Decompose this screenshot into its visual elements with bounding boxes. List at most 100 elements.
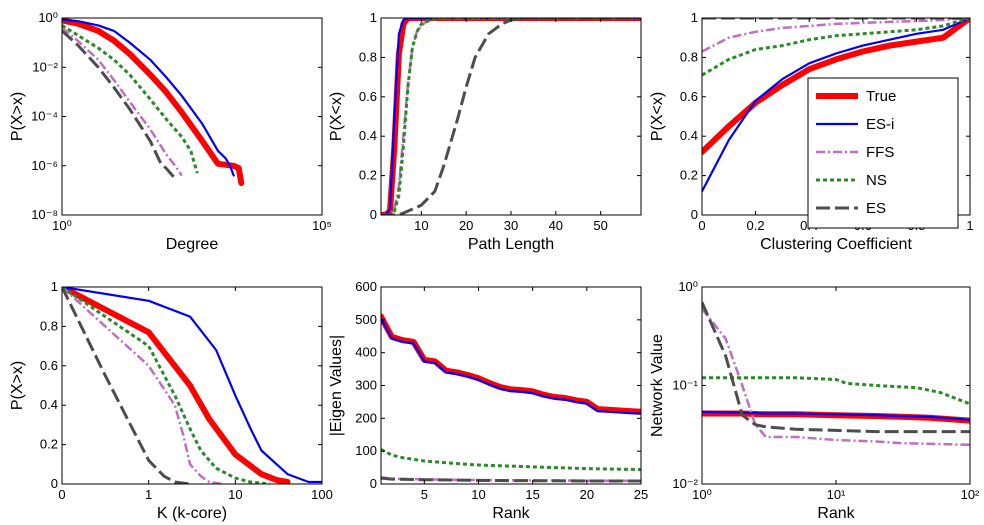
- y-tick-label: 0.4: [359, 128, 377, 143]
- legend-label: True: [866, 88, 896, 105]
- subplot-4: 0 1 10 100 0 0.2 0.4 0.6 0.8 1 K (k-core) P(X>x): [9, 279, 333, 522]
- y-axis-label: |Eigen Values|: [328, 335, 345, 436]
- y-tick-label: 10⁻¹: [672, 378, 698, 393]
- series-line-true: [62, 287, 288, 482]
- y-tick-label: 600: [355, 279, 377, 294]
- x-tick-label: 40: [549, 218, 563, 233]
- x-tick-label: 10⁵: [312, 218, 332, 233]
- y-tick-label: 400: [355, 345, 377, 360]
- y-tick-label: 1: [370, 10, 377, 25]
- y-tick-label: 10⁰: [678, 279, 698, 294]
- x-tick-label: 10: [471, 487, 485, 502]
- plot-area: [702, 302, 970, 445]
- x-tick-label: 100: [311, 487, 333, 502]
- y-axis-label: P(X<x): [328, 92, 345, 141]
- y-axis-label: P(X>x): [9, 361, 26, 410]
- y-tick-label: 0.4: [40, 397, 58, 412]
- plot-area: [62, 287, 322, 484]
- y-tick-label: 10⁻²: [672, 476, 698, 491]
- y-tick-label: 10⁻²: [32, 59, 58, 74]
- y-tick-label: 1: [691, 10, 698, 25]
- y-tick-label: 10⁻⁸: [31, 207, 58, 222]
- x-axis-label: Degree: [166, 236, 219, 253]
- y-tick-label: 10⁻⁶: [31, 158, 58, 173]
- subplot-2: 10 20 30 40 50 0 0.2 0.4 0.6 0.8 1 Path Length P(X<x…: [328, 10, 641, 253]
- y-axis-label: P(X>x): [9, 92, 26, 141]
- y-tick-label: 500: [355, 312, 377, 327]
- y-tick-label: 100: [355, 443, 377, 458]
- x-tick-label: 25: [634, 487, 648, 502]
- plot-area: [381, 18, 641, 215]
- x-axis-label: Rank: [817, 505, 855, 522]
- y-tick-label: 10⁰: [38, 10, 58, 25]
- x-axis-label: Clustering Coefficient: [760, 236, 912, 253]
- series-line-es: [381, 478, 641, 481]
- series-line-true: [381, 18, 641, 215]
- y-tick-label: 0.4: [680, 128, 698, 143]
- series-line-ffs: [381, 18, 641, 215]
- series-line-es: [381, 18, 641, 215]
- series-line-ns: [702, 378, 970, 404]
- x-tick-label: 1: [145, 487, 152, 502]
- series-line-ns: [702, 18, 970, 75]
- axes-frame: [381, 287, 641, 484]
- series-line-ns: [381, 18, 641, 215]
- y-tick-label: 300: [355, 378, 377, 393]
- x-tick-label: 0: [58, 487, 65, 502]
- x-axis-label: Rank: [492, 505, 530, 522]
- y-tick-label: 0.8: [359, 49, 377, 64]
- subplot-6: 10⁰ 10¹ 10² 10⁰ 10⁻¹ 10⁻² Rank Network Value: [649, 279, 980, 522]
- legend-label: ES-i: [866, 116, 894, 133]
- y-tick-label: 0.6: [680, 89, 698, 104]
- series-line-ns: [381, 450, 641, 470]
- x-axis-label: K (k-core): [157, 505, 227, 522]
- series-line-ffs: [62, 287, 222, 484]
- x-tick-label: 30: [504, 218, 518, 233]
- y-tick-label: 1: [51, 279, 58, 294]
- y-axis-label: Network Value: [649, 334, 666, 437]
- y-tick-label: 0.8: [680, 49, 698, 64]
- legend-label: ES: [866, 200, 886, 217]
- series-line-ns: [62, 25, 197, 173]
- x-tick-label: 0: [698, 218, 705, 233]
- y-tick-label: 0: [691, 207, 698, 222]
- plot-area: [381, 317, 641, 481]
- x-tick-label: 50: [593, 218, 607, 233]
- y-tick-label: 0.6: [40, 358, 58, 373]
- x-tick-label: 0.2: [747, 218, 765, 233]
- y-tick-label: 0.8: [40, 318, 58, 333]
- x-tick-label: 10¹: [827, 487, 846, 502]
- x-tick-label: 1: [966, 218, 973, 233]
- y-tick-label: 0.2: [680, 168, 698, 183]
- y-tick-label: 10⁻⁴: [31, 109, 58, 124]
- y-tick-label: 200: [355, 410, 377, 425]
- series-line-es-i: [381, 18, 641, 215]
- x-tick-label: 10²: [961, 487, 980, 502]
- x-axis-label: Path Length: [468, 236, 554, 253]
- x-tick-label: 20: [580, 487, 594, 502]
- subplot-1: 10⁰ 10⁵ 10⁰ 10⁻² 10⁻⁴ 10⁻⁶ 10⁻⁸ Degree P(X>x): [9, 10, 332, 253]
- y-tick-label: 0: [370, 476, 377, 491]
- subplot-5: 5 10 15 20 25 0 100 200 300 400 500 600 Rank |Eigen V…: [328, 279, 648, 522]
- series-line-es-i: [381, 318, 641, 414]
- x-tick-label: 5: [421, 487, 428, 502]
- x-tick-label: 10: [228, 487, 242, 502]
- y-axis-label: P(X<x): [649, 92, 666, 141]
- axes-frame: [381, 18, 641, 215]
- y-tick-label: 0.2: [40, 437, 58, 452]
- y-tick-label: 0.6: [359, 89, 377, 104]
- series-line-true: [381, 317, 641, 412]
- series-line-ffs: [702, 309, 970, 445]
- y-tick-label: 0: [51, 476, 58, 491]
- x-tick-label: 10: [414, 218, 428, 233]
- plot-area: [62, 20, 241, 183]
- legend-label: NS: [866, 172, 887, 189]
- y-tick-label: 0.2: [359, 168, 377, 183]
- x-tick-label: 20: [459, 218, 473, 233]
- legend-label: FFS: [866, 144, 894, 161]
- y-tick-label: 0: [370, 207, 377, 222]
- x-tick-label: 15: [525, 487, 539, 502]
- legend: True ES-i FFS NS ES: [808, 78, 958, 228]
